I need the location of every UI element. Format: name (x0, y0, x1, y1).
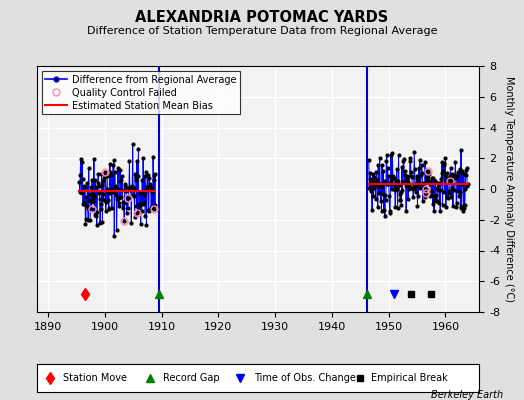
Y-axis label: Monthly Temperature Anomaly Difference (°C): Monthly Temperature Anomaly Difference (… (505, 76, 515, 302)
Text: ALEXANDRIA POTOMAC YARDS: ALEXANDRIA POTOMAC YARDS (135, 10, 389, 25)
Text: Empirical Break: Empirical Break (371, 373, 447, 383)
Legend: Difference from Regional Average, Quality Control Failed, Estimated Station Mean: Difference from Regional Average, Qualit… (41, 71, 240, 114)
Text: Time of Obs. Change: Time of Obs. Change (254, 373, 355, 383)
Text: Difference of Station Temperature Data from Regional Average: Difference of Station Temperature Data f… (87, 26, 437, 36)
Text: Station Move: Station Move (63, 373, 127, 383)
Text: Record Gap: Record Gap (163, 373, 220, 383)
Text: Berkeley Earth: Berkeley Earth (431, 390, 503, 400)
